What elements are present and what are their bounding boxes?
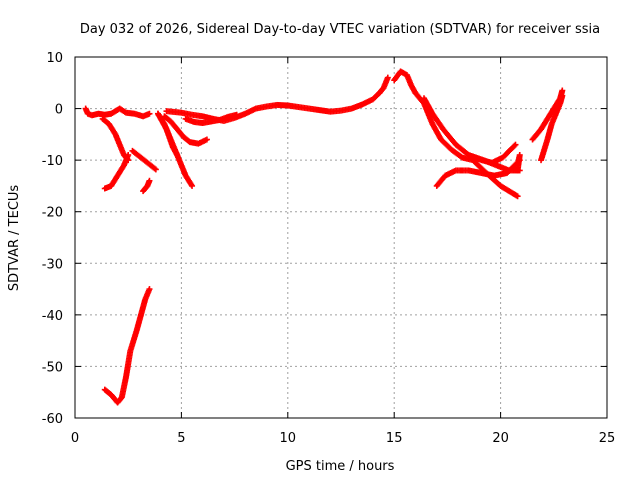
series-arc-f <box>101 286 153 406</box>
y-tick-label: -10 <box>42 154 63 169</box>
series-arc-t <box>538 92 566 164</box>
y-tick-label: 0 <box>55 103 63 118</box>
chart-title: Day 032 of 2026, Sidereal Day-to-day VTE… <box>80 22 600 37</box>
y-tick-label: 10 <box>46 51 63 66</box>
series-arc-a <box>82 105 153 120</box>
tick-labels: 0 5 10 15 20 25 10 0 -10 -20 -30 -40 -50 -60 <box>42 51 616 446</box>
series-arc-c <box>101 151 132 192</box>
series-arc-k <box>182 111 240 127</box>
series-arc-r <box>514 151 523 174</box>
data-point <box>559 87 566 94</box>
x-tick-label: 25 <box>599 431 616 446</box>
x-tick-label: 5 <box>177 431 185 446</box>
y-tick-label: -40 <box>42 309 63 324</box>
y-tick-label: -30 <box>42 257 63 272</box>
y-axis-label: SDTVAR / TECUs <box>7 185 22 292</box>
data-point <box>146 286 153 293</box>
x-tick-label: 15 <box>386 431 403 446</box>
data-point <box>146 110 153 117</box>
data-point <box>189 182 196 189</box>
data-point <box>514 193 521 200</box>
y-tick-label: -20 <box>42 206 63 221</box>
data-point <box>384 74 391 81</box>
series-arc-i <box>154 110 181 158</box>
y-tick-label: -50 <box>42 360 63 375</box>
y-tick-label: -60 <box>42 412 63 427</box>
series-arc-p <box>433 157 523 189</box>
data-point <box>146 177 153 184</box>
data-point <box>512 141 519 148</box>
x-tick-label: 10 <box>280 431 297 446</box>
x-tick-label: 20 <box>492 431 509 446</box>
data-point <box>203 136 210 143</box>
data-point <box>152 166 159 173</box>
data-point <box>511 142 518 149</box>
data-point <box>233 111 240 118</box>
series-arc-l <box>376 74 391 97</box>
data-point <box>174 151 181 158</box>
series-arc-m <box>391 68 419 97</box>
x-tick-label: 0 <box>71 431 79 446</box>
series-arc-j <box>163 90 383 124</box>
series-arc-d <box>129 147 159 173</box>
series-arc-s <box>529 87 566 143</box>
series-arc-e <box>140 177 153 195</box>
data-point <box>559 92 566 99</box>
plot-frame <box>74 56 608 419</box>
data-layer <box>82 68 566 406</box>
data-point <box>514 162 521 169</box>
data-point <box>125 151 132 158</box>
x-axis-label: GPS time / hours <box>286 459 395 474</box>
